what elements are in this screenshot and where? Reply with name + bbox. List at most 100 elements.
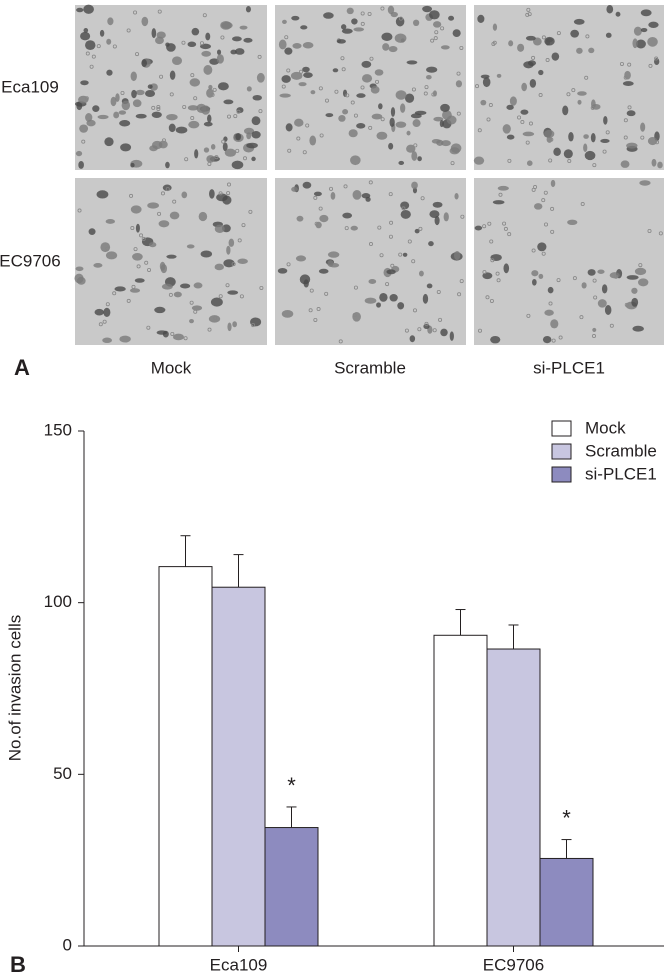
pore bbox=[430, 38, 435, 43]
cell bbox=[503, 263, 510, 274]
cell bbox=[443, 212, 449, 222]
pore bbox=[350, 100, 355, 105]
cell bbox=[477, 14, 485, 23]
cell bbox=[633, 26, 642, 36]
pore bbox=[434, 30, 439, 35]
pore bbox=[226, 191, 231, 196]
pore bbox=[218, 294, 223, 299]
cell bbox=[110, 96, 117, 107]
cell bbox=[99, 29, 105, 37]
cell bbox=[576, 47, 583, 54]
pore bbox=[459, 279, 464, 284]
cell bbox=[94, 308, 105, 316]
pore bbox=[377, 225, 382, 230]
cell bbox=[597, 269, 605, 274]
cell bbox=[370, 85, 380, 94]
pore bbox=[456, 111, 461, 116]
pore bbox=[531, 187, 536, 192]
cell bbox=[455, 80, 463, 88]
pore bbox=[627, 105, 632, 110]
pore bbox=[531, 248, 536, 253]
cell bbox=[640, 9, 652, 17]
pore bbox=[169, 92, 174, 97]
cell bbox=[490, 335, 501, 344]
pore bbox=[605, 130, 610, 135]
cell bbox=[330, 191, 336, 200]
cell bbox=[352, 311, 361, 322]
pore bbox=[424, 85, 429, 90]
cell bbox=[191, 27, 200, 36]
cell bbox=[235, 133, 242, 141]
pore bbox=[571, 88, 576, 93]
cell bbox=[406, 130, 411, 136]
cell bbox=[159, 261, 166, 271]
cell bbox=[429, 210, 440, 219]
pore bbox=[418, 226, 423, 231]
pore bbox=[548, 301, 553, 306]
cell bbox=[533, 37, 542, 46]
cell bbox=[80, 31, 91, 41]
cell bbox=[605, 32, 612, 38]
cell bbox=[194, 149, 199, 159]
pore bbox=[156, 105, 161, 110]
pore bbox=[181, 40, 186, 45]
cell bbox=[398, 160, 405, 165]
pore bbox=[221, 139, 226, 144]
cell bbox=[80, 80, 89, 86]
cell bbox=[106, 69, 113, 76]
cell bbox=[439, 120, 444, 128]
cell bbox=[203, 65, 213, 75]
cell bbox=[169, 70, 176, 80]
cell bbox=[169, 211, 180, 220]
cell bbox=[104, 137, 114, 147]
cell bbox=[412, 119, 421, 128]
pore bbox=[286, 68, 291, 73]
cell bbox=[533, 203, 543, 210]
cell bbox=[353, 27, 365, 32]
cell bbox=[422, 5, 433, 13]
cell bbox=[332, 68, 339, 73]
cell bbox=[342, 109, 349, 115]
pore bbox=[77, 208, 82, 213]
pore bbox=[558, 335, 563, 340]
pore bbox=[627, 62, 632, 67]
cell bbox=[291, 15, 300, 21]
cell bbox=[395, 16, 405, 27]
cell bbox=[210, 297, 223, 307]
cell bbox=[214, 224, 225, 233]
cell bbox=[600, 138, 610, 144]
cell bbox=[376, 131, 388, 140]
cell bbox=[129, 288, 141, 293]
cell bbox=[422, 293, 429, 304]
cell bbox=[544, 36, 555, 46]
pore bbox=[375, 79, 380, 84]
cell bbox=[83, 4, 94, 14]
pore bbox=[648, 63, 653, 68]
cell bbox=[134, 278, 145, 283]
cell bbox=[277, 268, 288, 274]
cell bbox=[506, 104, 514, 110]
pore bbox=[226, 182, 231, 187]
y-axis-label: No.of invasion cells bbox=[5, 615, 24, 761]
cell bbox=[281, 75, 291, 83]
cell bbox=[300, 25, 308, 30]
cell bbox=[115, 93, 120, 102]
cell bbox=[632, 325, 644, 332]
cell bbox=[454, 250, 461, 261]
pore bbox=[411, 87, 416, 92]
cell bbox=[657, 161, 663, 169]
cell bbox=[86, 119, 96, 127]
cell bbox=[75, 266, 84, 272]
y-tick-label: 50 bbox=[53, 764, 72, 783]
cell bbox=[203, 121, 213, 127]
pore bbox=[572, 276, 577, 281]
pore bbox=[413, 143, 418, 148]
cell bbox=[206, 88, 214, 98]
pore bbox=[432, 328, 437, 333]
pore bbox=[424, 321, 429, 326]
cell bbox=[382, 43, 390, 51]
cell bbox=[315, 221, 322, 229]
cell bbox=[452, 29, 461, 37]
cell bbox=[119, 335, 131, 343]
pore bbox=[156, 106, 161, 111]
